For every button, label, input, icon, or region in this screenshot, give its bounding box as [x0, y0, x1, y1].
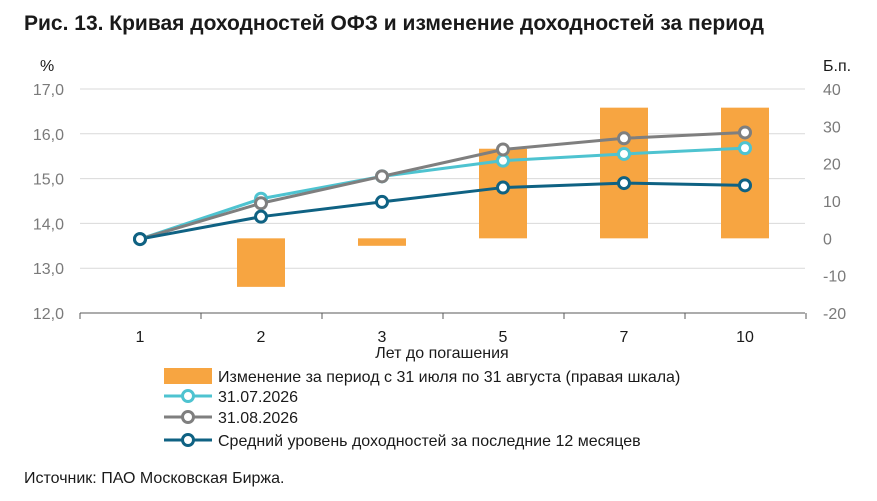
y-right-tick-label: 20	[823, 157, 841, 174]
series-line-2	[139, 181, 746, 241]
legend-marker-0	[181, 389, 195, 403]
series-1-point-3	[375, 169, 389, 184]
line-series	[133, 125, 752, 247]
series-line-1	[139, 130, 746, 241]
chart-title: Рис. 13. Кривая доходностей ОФЗ и измене…	[24, 12, 764, 35]
tick-labels: 17,0 16,0 15,0 14,0 13,0 12,0 40 30 20 10 0 -10 -20 1…	[33, 58, 851, 362]
x-axis-label: Лет до погашения	[375, 345, 508, 362]
x-tick-label: 1	[136, 329, 145, 346]
x-tick-label: 3	[378, 329, 387, 346]
series-0-point-7	[617, 146, 631, 161]
y-left-tick-label: 15,0	[33, 172, 64, 189]
series-1-point-10	[738, 125, 752, 140]
y-left-unit: %	[40, 58, 54, 75]
series-1-point-7	[617, 131, 631, 146]
series-2-point-7	[617, 176, 631, 191]
legend-marker-1	[181, 410, 195, 424]
series-2-point-5	[496, 180, 510, 195]
y-left-tick-label: 16,0	[33, 127, 64, 144]
y-right-tick-label: -20	[823, 306, 846, 323]
series-2-point-10	[738, 178, 752, 193]
y-left-tick-label: 14,0	[33, 216, 64, 233]
series-2-point-3	[375, 194, 389, 209]
series-0-point-5	[496, 153, 510, 168]
series-1-point-5	[496, 142, 510, 157]
bar-2	[237, 238, 285, 287]
gridlines	[80, 88, 805, 269]
legend-label-1: 31.08.2026	[218, 410, 298, 427]
series-line-0	[139, 146, 746, 241]
y-right-tick-label: 0	[823, 231, 832, 248]
series-2-point-1	[133, 232, 147, 247]
y-right-tick-label: 30	[823, 119, 841, 136]
bar-3	[358, 238, 406, 246]
series-2-point-2	[254, 209, 268, 224]
series-0-point-10	[738, 141, 752, 156]
legend-marker-2	[181, 433, 195, 447]
x-tick-label: 10	[736, 329, 754, 346]
y-right-unit: Б.п.	[823, 58, 851, 75]
x-tick-label: 7	[620, 329, 629, 346]
x-axis	[79, 312, 807, 319]
series-1-point-2	[254, 196, 268, 211]
y-right-tick-label: 10	[823, 194, 841, 211]
y-left-tick-label: 17,0	[33, 82, 64, 99]
y-right-tick-label: -10	[823, 269, 846, 286]
y-right-tick-label: 40	[823, 82, 841, 99]
legend-label-2: Средний уровень доходностей за последние…	[218, 433, 641, 450]
legend: Изменение за период с 31 июля по 31 авгу…	[164, 368, 680, 450]
y-left-tick-label: 12,0	[33, 306, 64, 323]
y-left-tick-label: 13,0	[33, 261, 64, 278]
source-note: Источник: ПАО Московская Биржа.	[24, 470, 285, 487]
x-tick-label: 5	[499, 329, 508, 346]
bar-7	[600, 107, 648, 239]
x-tick-label: 2	[257, 329, 266, 346]
legend-swatch-bar	[164, 368, 212, 384]
legend-label-0: 31.07.2026	[218, 389, 298, 406]
legend-label-bar: Изменение за период с 31 июля по 31 авгу…	[218, 369, 680, 386]
